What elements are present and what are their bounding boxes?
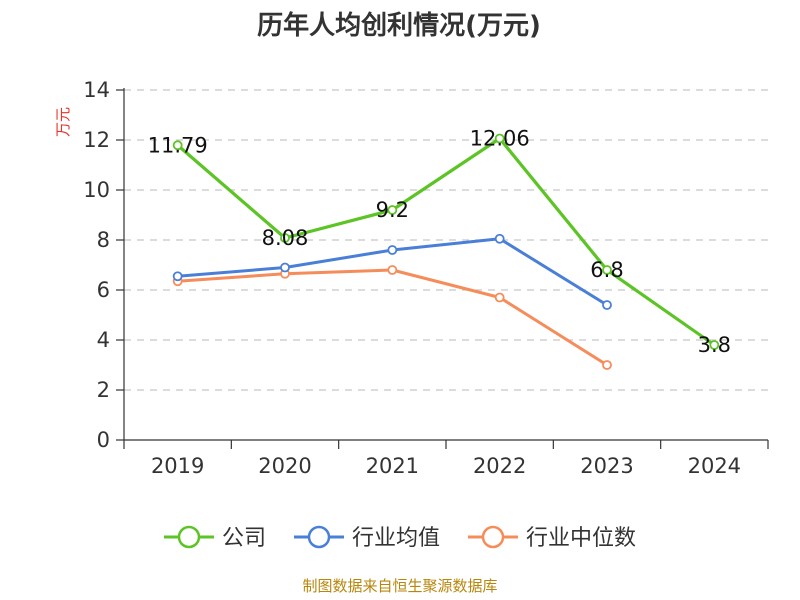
data-label: 3.8 (698, 333, 731, 357)
data-label: 11.79 (148, 133, 208, 157)
data-point[interactable] (709, 340, 720, 350)
axes: 0 2 4 6 8 10 12 14 2019 2020 2021 2022 2023 2024 (83, 78, 769, 478)
legend-marker (481, 525, 505, 549)
data-point[interactable] (172, 140, 183, 151)
data-point[interactable] (602, 265, 612, 275)
series-layer (172, 133, 720, 370)
data-point[interactable] (602, 360, 612, 370)
data-labels: 11.79 8.08 9.2 12.06 6.8 3.8 (148, 127, 731, 358)
legend-marker (177, 525, 201, 549)
data-point[interactable] (280, 262, 290, 273)
data-label: 6.8 (590, 258, 623, 282)
legend[interactable]: 公司 行业均值 行业中位数 (163, 525, 636, 551)
x-tick-label: 2021 (366, 454, 419, 478)
data-point[interactable] (494, 233, 505, 244)
source-note: 制图数据来自恒生聚源数据库 (302, 577, 497, 595)
x-tick-label: 2020 (258, 454, 311, 478)
y-tick-label: 12 (83, 128, 110, 152)
chart-title: 历年人均创利情况(万元) (257, 10, 541, 41)
y-tick-label: 14 (83, 78, 110, 102)
y-tick-label: 2 (97, 378, 110, 402)
x-tick-label: 2019 (151, 454, 204, 478)
data-point[interactable] (494, 292, 505, 303)
legend-label: 行业均值 (352, 526, 440, 551)
x-tick-label: 2024 (688, 454, 741, 478)
y-axis-label: 万元 (54, 107, 72, 137)
x-tick-label: 2023 (580, 454, 633, 478)
data-label: 12.06 (470, 127, 530, 151)
y-tick-label: 4 (97, 328, 110, 352)
legend-item[interactable]: 公司 (163, 525, 266, 551)
data-point[interactable] (387, 205, 398, 215)
legend-item[interactable]: 行业中位数 (468, 525, 636, 551)
data-point[interactable] (387, 265, 398, 275)
legend-marker (307, 525, 331, 549)
series-line (176, 136, 716, 347)
data-point[interactable] (602, 300, 612, 310)
legend-label: 公司 (222, 526, 266, 551)
data-point[interactable] (387, 245, 398, 255)
data-label: 9.2 (376, 198, 409, 222)
data-label: 8.08 (262, 226, 309, 250)
y-tick-label: 6 (97, 278, 110, 302)
y-tick-label: 10 (83, 178, 110, 202)
x-tick-label: 2022 (473, 454, 526, 478)
data-point[interactable] (172, 271, 183, 282)
data-point[interactable] (494, 133, 505, 144)
legend-item[interactable]: 行业均值 (293, 525, 440, 551)
series-line (177, 268, 608, 367)
y-tick-label: 0 (97, 428, 110, 452)
legend-label: 行业中位数 (526, 526, 636, 551)
data-point[interactable] (280, 233, 290, 243)
grid (124, 89, 768, 391)
y-tick-label: 8 (97, 228, 110, 252)
